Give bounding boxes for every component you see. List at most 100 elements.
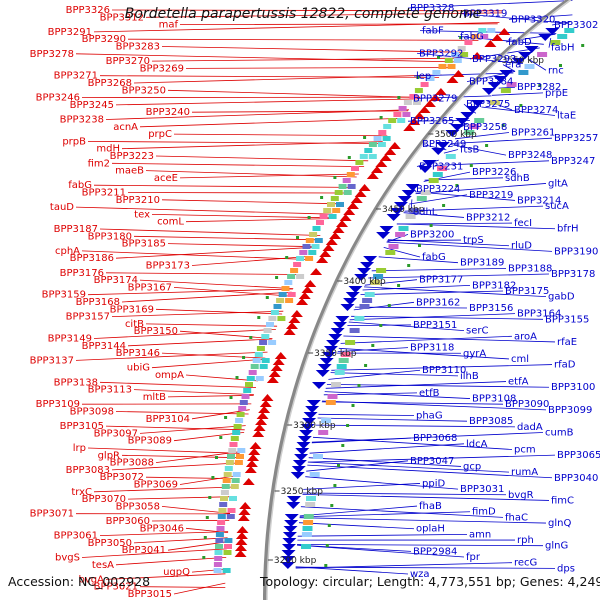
function-color-block xyxy=(332,208,341,213)
forward-gene-arrow xyxy=(418,106,431,113)
reverse-gene-label: BPP3320 xyxy=(511,14,555,25)
reverse-label-leader xyxy=(324,391,471,399)
ruler-tick-mark xyxy=(337,464,340,467)
reverse-gene-label: BPP3189 xyxy=(460,258,504,269)
function-color-block xyxy=(328,214,337,219)
reverse-gene-arrow xyxy=(538,34,553,41)
function-color-block xyxy=(259,364,268,369)
function-color-block xyxy=(263,328,272,333)
reverse-label-leader xyxy=(307,461,510,473)
function-color-block xyxy=(398,226,409,231)
reverse-label-leader xyxy=(551,21,571,26)
reverse-gene-label: ppiD xyxy=(422,478,445,489)
reverse-gene-label: serC xyxy=(466,326,488,337)
reverse-gene-label: glnG xyxy=(545,541,568,552)
function-color-block xyxy=(241,394,250,399)
forward-gene-label: tesA xyxy=(92,560,114,571)
ruler-tick-mark xyxy=(324,564,328,567)
ruler-tick-mark xyxy=(249,336,253,339)
function-color-block xyxy=(432,172,443,177)
reverse-gene-label: fabH xyxy=(551,43,575,54)
forward-label-leader xyxy=(111,9,503,12)
forward-gene-arrow xyxy=(498,28,511,35)
forward-gene-arrow xyxy=(242,478,255,485)
function-color-block xyxy=(432,70,441,75)
forward-gene-arrow xyxy=(319,250,332,257)
function-color-block xyxy=(254,352,263,357)
ruler-tick-label: 3550 kbp xyxy=(502,56,545,66)
function-color-block xyxy=(231,478,240,483)
function-color-block xyxy=(316,220,324,225)
function-color-block xyxy=(368,142,377,147)
function-color-block xyxy=(437,166,447,171)
reverse-gene-arrow xyxy=(511,58,526,65)
reverse-gene-arrow xyxy=(330,328,345,335)
function-color-block xyxy=(327,394,338,399)
function-color-block xyxy=(290,268,299,273)
function-color-block xyxy=(259,340,268,345)
function-color-block xyxy=(345,340,356,345)
forward-label-leader xyxy=(99,381,257,388)
function-color-block xyxy=(319,214,328,219)
forward-gene-arrow xyxy=(452,70,465,77)
reverse-label-leader xyxy=(416,191,516,201)
forward-gene-label: BPP3278 xyxy=(30,49,74,60)
forward-gene-label: BPP3174 xyxy=(94,275,138,286)
function-color-block xyxy=(215,538,224,543)
reverse-gene-arrow xyxy=(295,448,310,455)
reverse-gene-label: fabF xyxy=(422,26,444,37)
reverse-gene-arrow xyxy=(281,544,296,551)
function-color-block xyxy=(518,70,529,75)
reverse-gene-label: BPP3047 xyxy=(410,456,454,467)
forward-gene-label: BPP3071 xyxy=(30,509,74,520)
reverse-gene-arrow xyxy=(312,382,326,389)
reverse-gene-label: phaG xyxy=(416,411,443,422)
forward-gene-arrow xyxy=(446,76,459,83)
reverse-label-leader xyxy=(349,313,516,321)
forward-gene-arrow xyxy=(366,172,379,179)
forward-gene-arrow xyxy=(234,544,247,551)
reverse-label-leader xyxy=(404,205,544,212)
function-color-block xyxy=(445,154,456,159)
reverse-label-leader xyxy=(371,267,507,272)
reverse-gene-label: BPP3292 xyxy=(419,48,463,59)
forward-label-leader xyxy=(173,582,226,595)
reverse-gene-label: BPP3279 xyxy=(413,94,457,105)
reverse-gene-arrow xyxy=(306,400,321,407)
function-color-block xyxy=(252,358,261,363)
function-color-block xyxy=(420,190,431,195)
reverse-gene-arrow xyxy=(290,472,305,479)
forward-label-leader xyxy=(127,192,347,194)
forward-gene-label: cphA xyxy=(55,246,80,257)
forward-label-leader xyxy=(127,338,273,347)
forward-gene-arrow xyxy=(252,430,265,437)
reverse-label-leader xyxy=(328,369,421,380)
function-color-block xyxy=(388,244,399,249)
reverse-label-leader xyxy=(415,183,547,195)
reverse-gene-arrow xyxy=(390,208,405,215)
reverse-gene-label: fabG xyxy=(422,252,446,263)
forward-gene-label: BPP3021 xyxy=(94,582,138,593)
reverse-label-leader xyxy=(322,400,547,411)
reverse-gene-label: ftsB xyxy=(460,145,479,156)
forward-label-leader xyxy=(151,519,230,522)
forward-gene-label: BPP3283 xyxy=(116,42,160,53)
reverse-label-leader xyxy=(407,0,573,9)
reverse-gene-arrow xyxy=(287,496,302,503)
function-color-block xyxy=(309,232,318,237)
forward-gene-label: BPP3250 xyxy=(122,85,166,96)
forward-gene-label: ubiG xyxy=(127,363,150,374)
reverse-gene-label: gyrA xyxy=(463,348,486,359)
reverse-gene-arrow xyxy=(294,454,309,461)
reverse-gene-arrow xyxy=(280,562,295,569)
function-color-block xyxy=(354,316,365,321)
reverse-gene-label: BPP3155 xyxy=(545,314,589,325)
reverse-label-leader xyxy=(308,457,462,467)
reverse-gene-label: BPP3282 xyxy=(517,82,561,93)
reverse-gene-label: rfaE xyxy=(557,337,577,348)
ruler-tick-mark xyxy=(581,44,585,47)
reverse-gene-label: cml xyxy=(511,354,529,365)
function-color-block xyxy=(224,538,233,543)
function-color-block xyxy=(460,52,469,57)
